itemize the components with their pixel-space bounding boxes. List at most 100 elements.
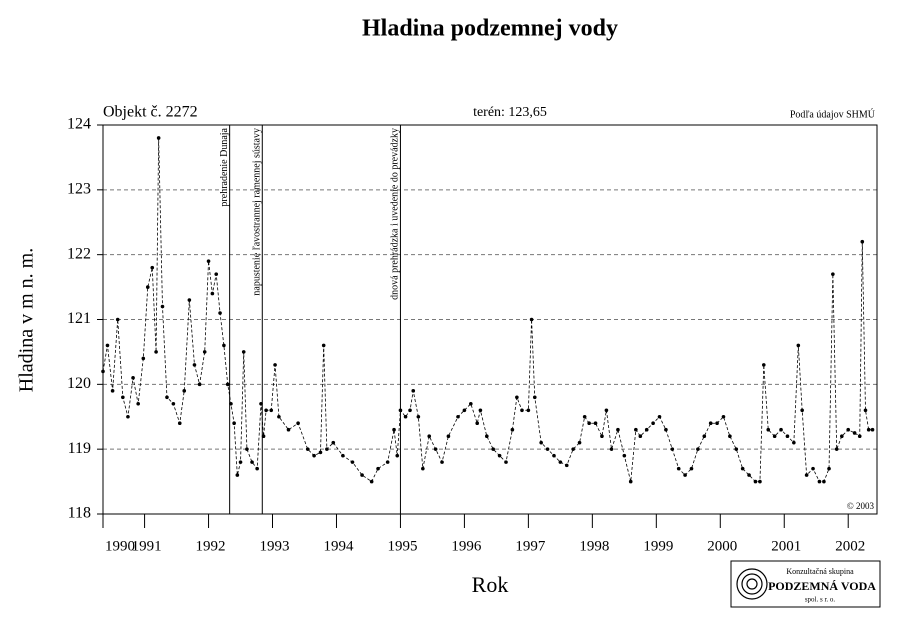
annotation-text: prehradenie Dunaja <box>219 127 230 206</box>
x-tick-label: 1994 <box>323 538 354 554</box>
data-point <box>296 421 300 426</box>
data-point <box>395 453 400 458</box>
x-tick-label: 1995 <box>387 538 417 554</box>
data-point <box>753 479 758 484</box>
data-point <box>478 408 483 413</box>
x-tick-label: 1992 <box>196 538 226 554</box>
data-point <box>255 466 259 471</box>
data-point <box>197 382 202 387</box>
data-point <box>676 466 681 471</box>
data-point <box>105 343 110 348</box>
data-point <box>600 434 604 439</box>
data-point <box>689 466 694 471</box>
data-point <box>539 440 543 445</box>
data-point <box>202 350 207 354</box>
data-point <box>218 311 222 315</box>
logo: Konzultačná skupina PODZEMNÁ VODA spol. … <box>730 560 881 608</box>
logo-line: spol. s r. o. <box>805 596 836 604</box>
data-point <box>475 421 480 426</box>
y-tick-label: 120 <box>67 375 91 392</box>
data-point <box>321 343 326 348</box>
data-point <box>708 421 713 426</box>
data-point <box>325 447 329 451</box>
data-point <box>827 466 831 471</box>
data-point <box>800 408 804 413</box>
data-point <box>761 363 766 367</box>
data-point <box>101 369 105 374</box>
data-point <box>758 479 762 484</box>
data-point <box>403 414 408 419</box>
data-point <box>225 382 230 387</box>
x-axis-label: Rok <box>472 572 509 597</box>
data-point <box>210 291 215 296</box>
data-point <box>446 434 451 439</box>
data-point <box>792 440 796 445</box>
data-point <box>834 447 839 451</box>
data-point <box>145 285 150 289</box>
data-point <box>385 460 390 464</box>
data-point <box>238 460 243 464</box>
data-point <box>846 427 851 432</box>
data-point <box>160 304 165 309</box>
data-point <box>593 421 598 426</box>
data-point <box>577 440 582 445</box>
chart-title: Hladina podzemnej vody <box>362 16 618 42</box>
data-point <box>696 447 700 451</box>
data-point <box>628 479 633 484</box>
y-axis-label: Hladina v m n. m. <box>16 248 38 392</box>
data-point <box>222 343 226 348</box>
data-point <box>657 414 662 419</box>
data-point <box>529 317 534 322</box>
data-point <box>857 434 862 439</box>
data-point <box>286 427 291 432</box>
data-point <box>331 440 336 445</box>
x-tick-label: 1999 <box>643 538 673 554</box>
data-point <box>273 363 277 367</box>
x-tick-label: 1991 <box>132 538 162 554</box>
data-point <box>192 363 197 367</box>
data-point <box>811 466 815 471</box>
data-point <box>187 298 192 302</box>
data-point <box>515 395 519 400</box>
logo-box <box>730 560 881 608</box>
data-point <box>644 427 649 432</box>
x-tick-label: 1996 <box>451 538 482 554</box>
data-point <box>683 473 687 477</box>
data-point <box>866 427 871 432</box>
data-point <box>804 473 809 477</box>
data-point <box>250 460 254 464</box>
data-point <box>126 414 130 419</box>
data-point <box>206 259 211 263</box>
data-point <box>734 447 739 451</box>
plot-frame <box>102 124 878 515</box>
data-point <box>341 453 345 458</box>
data-point <box>715 421 719 426</box>
data-point <box>427 434 432 439</box>
data-point <box>870 427 875 432</box>
data-point <box>171 401 176 406</box>
data-point <box>165 395 169 400</box>
data-point <box>156 136 161 140</box>
data-point <box>532 395 537 400</box>
data-point <box>141 356 146 361</box>
data-point <box>305 447 310 451</box>
data-point <box>772 434 777 439</box>
data-point <box>609 447 614 451</box>
data-point <box>177 421 182 426</box>
data-point <box>860 239 865 244</box>
data-point <box>840 434 844 439</box>
data-point <box>822 479 826 484</box>
data-point <box>520 408 524 413</box>
data-point <box>154 350 158 354</box>
data-point <box>558 460 563 464</box>
data-point <box>702 434 707 439</box>
data-point <box>392 427 396 432</box>
data-point <box>264 408 268 413</box>
logo-line: Konzultačná skupina <box>786 567 854 576</box>
data-point <box>318 450 323 455</box>
data-point <box>721 414 726 419</box>
y-tick-label: 118 <box>68 505 91 522</box>
copyright: © 2003 <box>847 501 875 511</box>
data-point <box>277 414 281 419</box>
data-point <box>634 427 638 432</box>
